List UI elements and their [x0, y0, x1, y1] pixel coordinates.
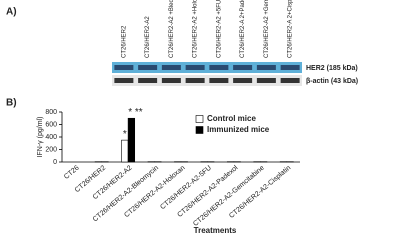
- x-tick-label: CT26/HER2-A2-5FU: [159, 165, 213, 212]
- y-tick-label: 200: [45, 146, 57, 153]
- lane-label: CT26/HER2-A2 +5FU: [216, 0, 222, 58]
- lane-label: CT26/HER2-A2 +Bleomycin: [169, 0, 175, 58]
- bar: [127, 117, 136, 163]
- actin-blot: [112, 75, 302, 86]
- band-label: HER2 (185 kDa): [306, 65, 358, 72]
- her2-blot: [112, 62, 302, 73]
- her2-band: [138, 65, 158, 70]
- lane-label: CT26/HER2-A2: [145, 16, 151, 58]
- her2-band: [209, 65, 229, 70]
- lane-label: CT26/HER2-A2 +Holoxan: [193, 0, 199, 58]
- lane-label: CT26/HER2-A2 +Gemcitabine: [264, 0, 270, 58]
- lane-label: CT26/HER2: [121, 25, 127, 58]
- y-tick-label: 400: [45, 134, 57, 141]
- legend-label: Immunized mice: [207, 125, 270, 134]
- actin-band: [233, 78, 253, 83]
- panel-label: B): [6, 98, 17, 109]
- lane-label: CT26/HER2-A 2+Cisplatin: [288, 0, 294, 58]
- legend-swatch: [195, 126, 204, 134]
- actin-band: [161, 78, 181, 83]
- actin-band: [114, 78, 134, 83]
- her2-band: [280, 65, 300, 70]
- her2-band: [161, 65, 181, 70]
- panel-label: A): [6, 7, 17, 18]
- legend-label: Control mice: [207, 114, 256, 123]
- y-tick-label: 0: [53, 159, 57, 166]
- lane-label: CT26/HER2-A 2+Padexol: [240, 0, 246, 58]
- actin-band: [280, 78, 300, 83]
- actin-band: [138, 78, 158, 83]
- band-label: β-actin (43 kDa): [306, 78, 358, 85]
- annotation: *: [123, 129, 127, 140]
- actin-band: [209, 78, 229, 83]
- her2-band: [233, 65, 253, 70]
- her2-band: [256, 65, 276, 70]
- x-axis-label: Treatments: [194, 226, 237, 235]
- x-tick-label: CT26: [63, 165, 81, 181]
- legend-swatch: [195, 115, 204, 123]
- actin-band: [185, 78, 205, 83]
- y-axis-label: IFN-γ (pg/ml): [37, 117, 44, 158]
- her2-band: [185, 65, 205, 70]
- her2-band: [114, 65, 134, 70]
- bar: [121, 139, 129, 163]
- annotation: * **: [128, 107, 143, 118]
- y-tick-label: 800: [45, 109, 57, 116]
- y-tick-label: 600: [45, 121, 57, 128]
- actin-band: [256, 78, 276, 83]
